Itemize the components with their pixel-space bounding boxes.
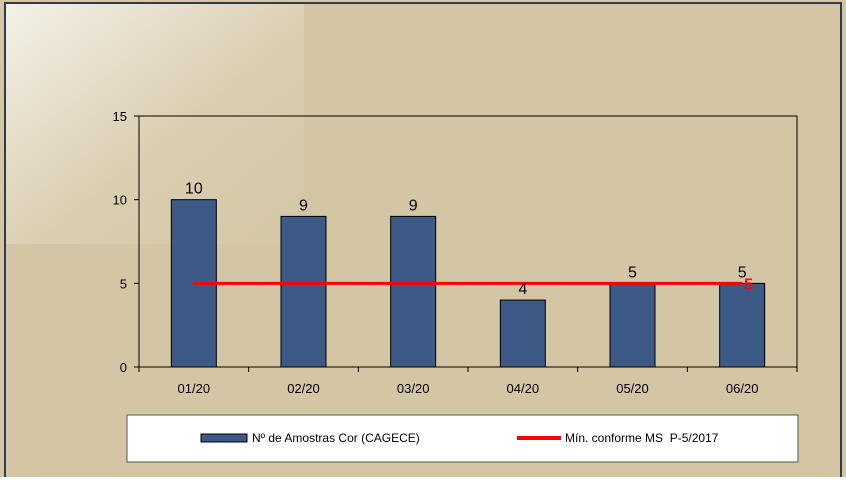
data-labels: 10 9 9 4 5 5	[185, 181, 747, 298]
legend-line-label: Mín. conforme MS P-5/2017	[565, 431, 719, 445]
bar-data-label: 9	[409, 197, 418, 214]
bar	[280, 215, 327, 368]
x-tick-label: 01/20	[178, 381, 211, 396]
y-tick-label: 10	[113, 193, 127, 208]
x-tick-label: 02/20	[287, 381, 320, 396]
bar	[390, 215, 437, 368]
bar	[609, 282, 656, 368]
y-axis: 0 5 10 15	[113, 109, 139, 375]
legend-bar-swatch	[200, 433, 248, 443]
x-tick-label: 05/20	[616, 381, 649, 396]
bar-data-label: 9	[299, 197, 308, 214]
bar-data-label: 5	[628, 264, 637, 281]
bar-data-label: 4	[518, 281, 527, 298]
x-tick-label: 06/20	[726, 381, 759, 396]
corner-gloss	[4, 4, 304, 244]
legend-bar-label: Nº de Amostras Cor (CAGECE)	[252, 431, 420, 445]
bar-data-label: 5	[738, 264, 747, 281]
x-axis: 01/20 02/20 03/20 04/20 05/20 06/20	[138, 367, 798, 396]
line-series: 5	[193, 276, 753, 293]
bar	[719, 282, 766, 368]
bar	[499, 299, 546, 368]
y-tick-label: 0	[120, 360, 127, 375]
x-tick-label: 04/20	[507, 381, 540, 396]
x-tick-label: 03/20	[397, 381, 430, 396]
y-tick-label: 15	[113, 109, 127, 124]
line-end-label: 5	[744, 276, 753, 293]
bar-data-label: 10	[185, 181, 203, 198]
y-tick-label: 5	[120, 276, 127, 291]
legend: Nº de Amostras Cor (CAGECE) Mín. conform…	[126, 414, 799, 463]
bar-series	[170, 199, 766, 368]
